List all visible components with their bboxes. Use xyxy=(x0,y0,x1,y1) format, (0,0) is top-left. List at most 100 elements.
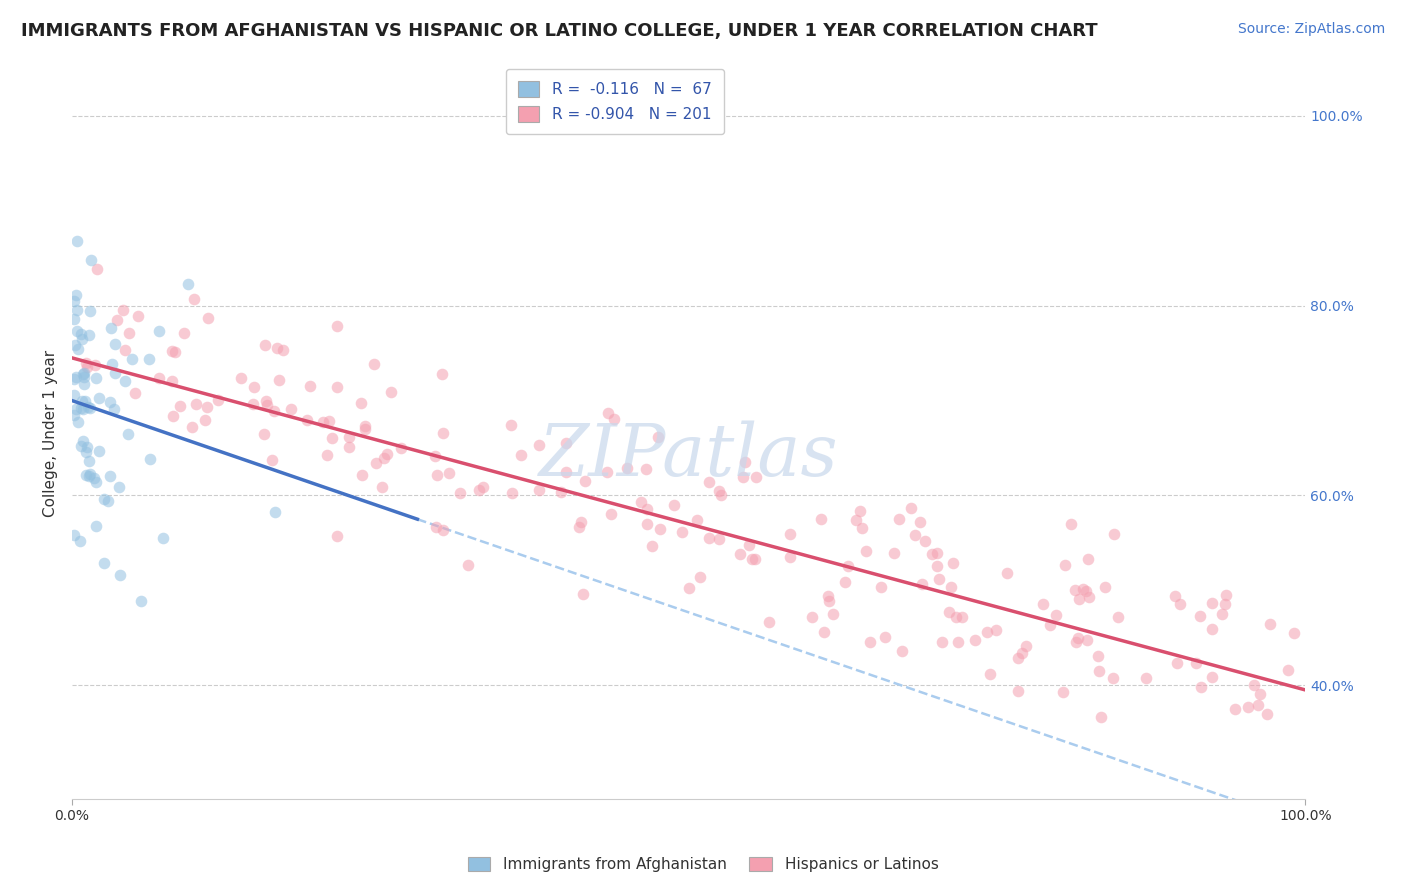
Point xyxy=(84,518,107,533)
Point xyxy=(76,400,98,414)
Point xyxy=(354,419,377,434)
Point xyxy=(527,483,550,497)
Point xyxy=(1011,646,1033,660)
Point xyxy=(870,580,893,594)
Point xyxy=(108,568,131,582)
Point xyxy=(79,252,101,267)
Point xyxy=(1225,702,1247,716)
Point xyxy=(1053,558,1076,572)
Point xyxy=(138,451,160,466)
Point xyxy=(138,351,160,366)
Point xyxy=(103,401,125,416)
Point xyxy=(1094,580,1116,594)
Point xyxy=(423,449,446,463)
Point xyxy=(260,453,283,467)
Point xyxy=(678,581,700,595)
Point xyxy=(616,460,638,475)
Point xyxy=(299,379,322,393)
Point xyxy=(65,370,87,384)
Point xyxy=(875,630,897,644)
Point xyxy=(380,384,402,399)
Point xyxy=(75,356,97,370)
Point xyxy=(242,396,264,410)
Point xyxy=(124,385,146,400)
Point xyxy=(63,388,86,402)
Text: Source: ZipAtlas.com: Source: ZipAtlas.com xyxy=(1237,22,1385,37)
Point xyxy=(430,367,453,381)
Point xyxy=(1077,552,1099,566)
Point xyxy=(160,344,183,359)
Point xyxy=(707,483,730,498)
Point xyxy=(79,327,101,342)
Point xyxy=(911,576,934,591)
Point xyxy=(1087,648,1109,663)
Point xyxy=(818,594,841,608)
Point xyxy=(73,370,96,384)
Point xyxy=(63,338,86,352)
Point xyxy=(73,377,96,392)
Point xyxy=(647,430,669,444)
Point xyxy=(697,475,720,489)
Point xyxy=(710,488,733,502)
Point xyxy=(118,326,141,340)
Point xyxy=(79,467,101,481)
Point xyxy=(114,374,136,388)
Point xyxy=(1166,656,1188,670)
Point xyxy=(1237,699,1260,714)
Point xyxy=(574,474,596,488)
Point xyxy=(373,450,395,465)
Point xyxy=(946,635,969,649)
Point xyxy=(501,485,523,500)
Point xyxy=(1201,622,1223,636)
Point xyxy=(72,402,94,417)
Point xyxy=(572,586,595,600)
Point xyxy=(1107,610,1129,624)
Point xyxy=(849,504,872,518)
Point xyxy=(671,524,693,539)
Point xyxy=(997,566,1019,580)
Point xyxy=(363,357,385,371)
Point xyxy=(63,528,86,542)
Point xyxy=(72,367,94,381)
Point xyxy=(197,311,219,326)
Point xyxy=(66,234,89,248)
Point xyxy=(603,412,626,426)
Point xyxy=(75,445,97,459)
Point xyxy=(697,531,720,545)
Point xyxy=(86,262,108,277)
Point xyxy=(318,414,340,428)
Point xyxy=(728,547,751,561)
Point xyxy=(1201,670,1223,684)
Point xyxy=(555,465,578,479)
Point xyxy=(65,402,87,417)
Point xyxy=(598,406,620,420)
Point xyxy=(731,470,754,484)
Point xyxy=(800,610,823,624)
Point xyxy=(195,400,218,414)
Point xyxy=(425,520,447,534)
Point xyxy=(354,422,377,436)
Point xyxy=(264,505,287,519)
Point xyxy=(744,552,766,566)
Point xyxy=(84,358,107,372)
Point xyxy=(509,449,531,463)
Point xyxy=(337,430,360,444)
Point xyxy=(101,357,124,371)
Point xyxy=(1071,582,1094,597)
Point xyxy=(1039,618,1062,632)
Point xyxy=(686,513,709,527)
Point xyxy=(98,395,121,409)
Point xyxy=(105,313,128,327)
Point xyxy=(263,404,285,418)
Point xyxy=(432,523,454,537)
Point xyxy=(89,391,111,405)
Point xyxy=(375,447,398,461)
Point xyxy=(779,527,801,541)
Point xyxy=(689,569,711,583)
Point xyxy=(636,462,658,476)
Point xyxy=(256,398,278,412)
Point xyxy=(98,469,121,483)
Point xyxy=(1015,639,1038,653)
Point xyxy=(86,371,108,385)
Point xyxy=(104,337,127,351)
